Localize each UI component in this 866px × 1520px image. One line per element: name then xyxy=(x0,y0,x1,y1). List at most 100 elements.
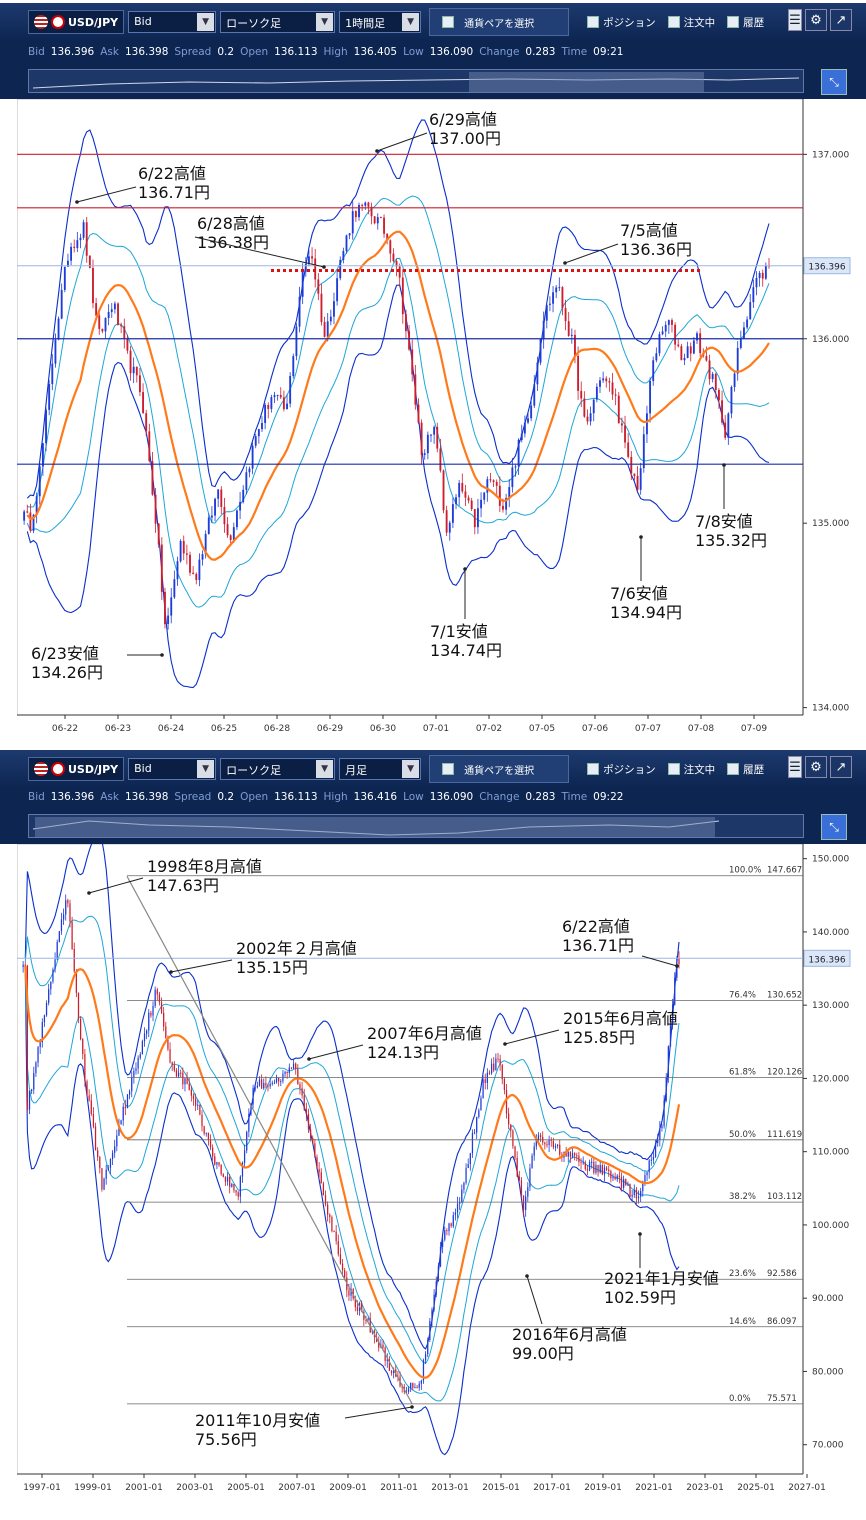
candle-body xyxy=(339,1254,342,1264)
annotation-value: 125.85円 xyxy=(563,1028,635,1047)
candle-body xyxy=(441,1239,444,1247)
currency-pair-checkbox[interactable] xyxy=(442,16,455,28)
history-checkbox[interactable] xyxy=(727,16,740,28)
candle-body xyxy=(103,1178,105,1190)
chart-type-select[interactable]: ローソク足 ▼ xyxy=(220,11,336,33)
candle-body xyxy=(446,1230,448,1232)
panel-buttons: ☰ ⚙ ↗ xyxy=(788,756,852,778)
candle-body xyxy=(33,1073,35,1090)
candle-body xyxy=(490,1063,493,1074)
annotation-label: 2007年6月高値 xyxy=(367,1024,482,1043)
orders-checkbox[interactable] xyxy=(667,763,680,775)
candle-body xyxy=(295,1063,297,1069)
candle-body xyxy=(517,440,520,467)
pair-label: USD/JPY xyxy=(68,15,119,29)
candle-body xyxy=(204,534,207,555)
us-flag-icon xyxy=(34,762,48,776)
candle-body xyxy=(286,1071,288,1074)
candle-body xyxy=(316,1157,318,1170)
open-label: Open xyxy=(240,46,269,58)
annotation-value: 134.26円 xyxy=(31,663,103,682)
menu-icon[interactable]: ☰ xyxy=(788,9,802,31)
navigator-window[interactable] xyxy=(35,817,715,837)
candle-body xyxy=(70,246,73,261)
candle-body xyxy=(554,1145,557,1148)
candle-body xyxy=(314,1143,316,1158)
candle-body xyxy=(635,1189,638,1199)
candle-body xyxy=(209,1139,212,1148)
annotation-label: 7/1安値 xyxy=(430,622,488,641)
candle-body xyxy=(57,318,60,340)
candle-body xyxy=(531,1155,533,1169)
menu-icon[interactable]: ☰ xyxy=(788,756,802,778)
gear-icon[interactable]: ⚙ xyxy=(805,9,827,31)
fibonacci-percent: 61.8% xyxy=(729,1067,756,1077)
candle-body xyxy=(545,304,548,321)
top-quote-bar: Bid 136.396 Ask 136.398 Spread 0.2 Open 136.… xyxy=(0,41,866,63)
candle-body xyxy=(627,1183,629,1186)
candle-body xyxy=(536,362,539,385)
external-link-icon[interactable]: ↗ xyxy=(830,9,852,31)
candle-body xyxy=(595,1164,597,1173)
scroll-zoom-icon[interactable]: ⤡ xyxy=(821,69,847,95)
candle-body xyxy=(261,422,263,430)
timeframe-select[interactable]: 1時間足 ▼ xyxy=(339,11,422,33)
annotation-arrowhead xyxy=(75,200,79,204)
candle-body xyxy=(382,1344,384,1348)
candle-body xyxy=(401,277,404,315)
gear-icon[interactable]: ⚙ xyxy=(805,756,827,778)
position-checkbox[interactable] xyxy=(587,763,600,775)
candle-body xyxy=(84,1054,86,1082)
currency-pair-checkbox[interactable] xyxy=(442,763,455,775)
dropdown-icon: ▼ xyxy=(402,13,420,31)
scroll-zoom-icon[interactable]: ⤡ xyxy=(821,814,847,840)
timeframe-select[interactable]: 月足 ▼ xyxy=(339,758,422,780)
annotation-value: 136.71円 xyxy=(138,183,210,202)
candle-body xyxy=(599,1165,601,1173)
candle-body xyxy=(625,1179,627,1186)
candle-body xyxy=(250,1103,252,1115)
annotation-value: 136.38円 xyxy=(197,233,269,252)
navigator-scrollbar[interactable] xyxy=(28,814,804,838)
x-tick-label: 2021-01 xyxy=(635,1483,673,1493)
navigator-window[interactable] xyxy=(469,72,704,92)
navigator-scrollbar[interactable] xyxy=(28,69,804,93)
candle-body xyxy=(582,1162,584,1164)
candle-body xyxy=(622,1179,625,1188)
candle-body xyxy=(107,312,110,319)
candle-body xyxy=(23,511,26,521)
position-checkbox[interactable] xyxy=(587,16,600,28)
candle-body xyxy=(69,903,71,922)
currency-pair-button[interactable]: 通貨ペアを選択 xyxy=(429,8,570,36)
low-value: 136.090 xyxy=(429,791,474,803)
bid-value: 136.396 xyxy=(50,46,95,58)
pair-selector[interactable]: USD/JPY xyxy=(28,10,125,34)
x-tick-label: 2023-01 xyxy=(686,1483,724,1493)
currency-pair-button[interactable]: 通貨ペアを選択 xyxy=(429,755,570,783)
candle-body xyxy=(365,1319,367,1321)
candle-body xyxy=(154,989,156,1007)
time-label: Time xyxy=(561,791,588,803)
candle-body xyxy=(189,554,191,573)
candle-body xyxy=(323,322,326,337)
price-type-select[interactable]: Bid ▼ xyxy=(128,11,217,33)
candle-body xyxy=(661,331,664,335)
candle-body xyxy=(88,255,91,268)
bollinger-upper-band xyxy=(26,119,770,499)
pair-selector[interactable]: USD/JPY xyxy=(28,757,125,781)
history-checkbox[interactable] xyxy=(727,763,740,775)
x-tick-label: 07-06 xyxy=(582,724,608,734)
orders-checkbox[interactable] xyxy=(667,16,680,28)
price-type-select[interactable]: Bid ▼ xyxy=(128,758,217,780)
candle-body xyxy=(495,482,498,486)
bid-label: Bid xyxy=(28,791,45,803)
candle-body xyxy=(395,261,398,267)
x-tick-label: 1999-01 xyxy=(74,1483,112,1493)
candle-body xyxy=(414,1387,416,1389)
candle-body xyxy=(478,1110,480,1117)
candle-body xyxy=(448,1223,450,1232)
external-link-icon[interactable]: ↗ xyxy=(830,756,852,778)
candle-body xyxy=(597,1164,599,1173)
chart-type-select[interactable]: ローソク足 ▼ xyxy=(220,758,336,780)
candle-body xyxy=(341,1263,344,1271)
